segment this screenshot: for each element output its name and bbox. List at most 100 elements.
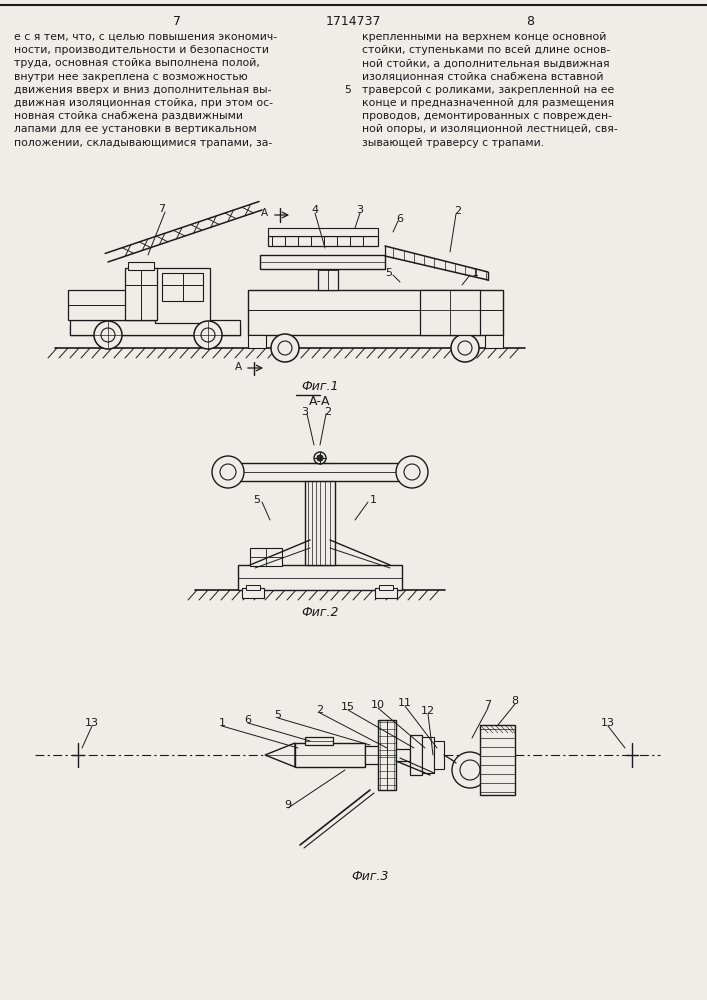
Bar [228,463,412,481]
Text: Фиг.2: Фиг.2 [301,606,339,619]
Text: конце и предназначенной для размещения: конце и предназначенной для размещения [362,98,614,108]
Text: 5: 5 [344,85,351,95]
Text: 13: 13 [601,718,615,728]
Text: 4: 4 [312,205,319,215]
Bar [365,746,383,764]
Bar [305,472,335,565]
Bar [268,236,378,246]
Polygon shape [265,743,295,767]
Circle shape [194,321,222,349]
Bar [480,725,515,795]
Text: 8: 8 [511,696,518,706]
Text: 5: 5 [253,495,260,505]
Bar [238,565,402,590]
Text: 5: 5 [274,710,281,720]
Text: 1714737: 1714737 [325,15,381,28]
Text: 13: 13 [85,718,99,728]
Bar [318,260,338,290]
Text: 6: 6 [245,715,252,725]
Bar [375,588,397,598]
Text: А: А [235,362,242,372]
Text: 2: 2 [455,206,462,216]
Circle shape [212,456,244,488]
Bar [68,290,156,320]
Circle shape [314,452,326,464]
Circle shape [451,334,479,362]
Bar [410,735,422,775]
Text: ной опоры, и изоляционной лестницей, свя-: ной опоры, и изоляционной лестницей, свя… [362,124,618,134]
Text: 7: 7 [173,15,181,28]
Bar [260,255,385,269]
Text: лапами для ее установки в вертикальном: лапами для ее установки в вертикальном [14,124,257,134]
Circle shape [271,334,299,362]
Circle shape [460,760,480,780]
Circle shape [317,455,323,461]
Text: ности, производительности и безопасности: ности, производительности и безопасности [14,45,269,55]
Text: 3: 3 [356,205,363,215]
Bar [295,743,365,767]
Text: 7: 7 [158,204,165,214]
Text: А-А: А-А [309,395,331,408]
Text: 3: 3 [301,407,308,417]
Text: зывающей траверсу с трапами.: зывающей траверсу с трапами. [362,138,544,148]
Text: 1: 1 [370,495,377,505]
Text: движения вверх и вниз дополнительная вы-: движения вверх и вниз дополнительная вы- [14,85,271,95]
Bar [305,737,333,745]
Text: 5: 5 [385,268,392,278]
Text: 12: 12 [421,706,435,716]
Text: стойки, ступеньками по всей длине основ-: стойки, ступеньками по всей длине основ- [362,45,610,55]
Bar [422,737,434,773]
Circle shape [201,328,215,342]
Text: крепленными на верхнем конце основной: крепленными на верхнем конце основной [362,32,607,42]
Bar [250,548,282,566]
Text: проводов, демонтированных с поврежден-: проводов, демонтированных с поврежден- [362,111,612,121]
Bar [485,335,503,348]
Bar [248,335,266,348]
Text: 2: 2 [317,705,324,715]
Text: 11: 11 [398,698,412,708]
Bar [246,585,260,590]
Circle shape [452,752,488,788]
Circle shape [220,464,236,480]
Text: траверсой с роликами, закрепленной на ее: траверсой с роликами, закрепленной на ее [362,85,614,95]
Text: ной стойки, а дополнительная выдвижная: ной стойки, а дополнительная выдвижная [362,58,609,68]
Text: новная стойка снабжена раздвижными: новная стойка снабжена раздвижными [14,111,243,121]
Text: 2: 2 [325,407,332,417]
Text: положении, складывающимися трапами, за-: положении, складывающимися трапами, за- [14,138,272,148]
Text: движная изоляционная стойка, при этом ос-: движная изоляционная стойка, при этом ос… [14,98,273,108]
Bar [70,320,240,335]
Bar [128,262,154,270]
Text: 1: 1 [218,718,226,728]
Bar [125,268,157,320]
Circle shape [278,341,292,355]
Bar [379,585,393,590]
Text: 6: 6 [397,214,404,224]
Text: А: А [261,208,268,218]
Text: изоляционная стойка снабжена вставной: изоляционная стойка снабжена вставной [362,72,604,82]
Circle shape [458,341,472,355]
Circle shape [404,464,420,480]
Text: 15: 15 [341,702,355,712]
Circle shape [94,321,122,349]
Text: 7: 7 [484,700,491,710]
Circle shape [101,328,115,342]
Bar [248,290,503,335]
Text: е с я тем, что, с целью повышения экономич-: е с я тем, что, с целью повышения эконом… [14,32,277,42]
Bar [242,588,264,598]
Text: внутри нее закреплена с возможностью: внутри нее закреплена с возможностью [14,72,247,82]
Bar [162,273,203,301]
Bar [268,228,378,236]
Text: 10: 10 [371,700,385,710]
Text: 8: 8 [526,15,534,28]
Text: Фиг.3: Фиг.3 [351,870,389,883]
Circle shape [396,456,428,488]
Text: 9: 9 [284,800,291,810]
Text: 1: 1 [472,268,479,278]
Text: труда, основная стойка выполнена полой,: труда, основная стойка выполнена полой, [14,58,260,68]
Bar [155,268,210,323]
Bar [378,720,396,790]
Text: Фиг.1: Фиг.1 [301,380,339,393]
Bar [420,290,480,335]
Bar [396,749,410,761]
Bar [434,741,444,769]
